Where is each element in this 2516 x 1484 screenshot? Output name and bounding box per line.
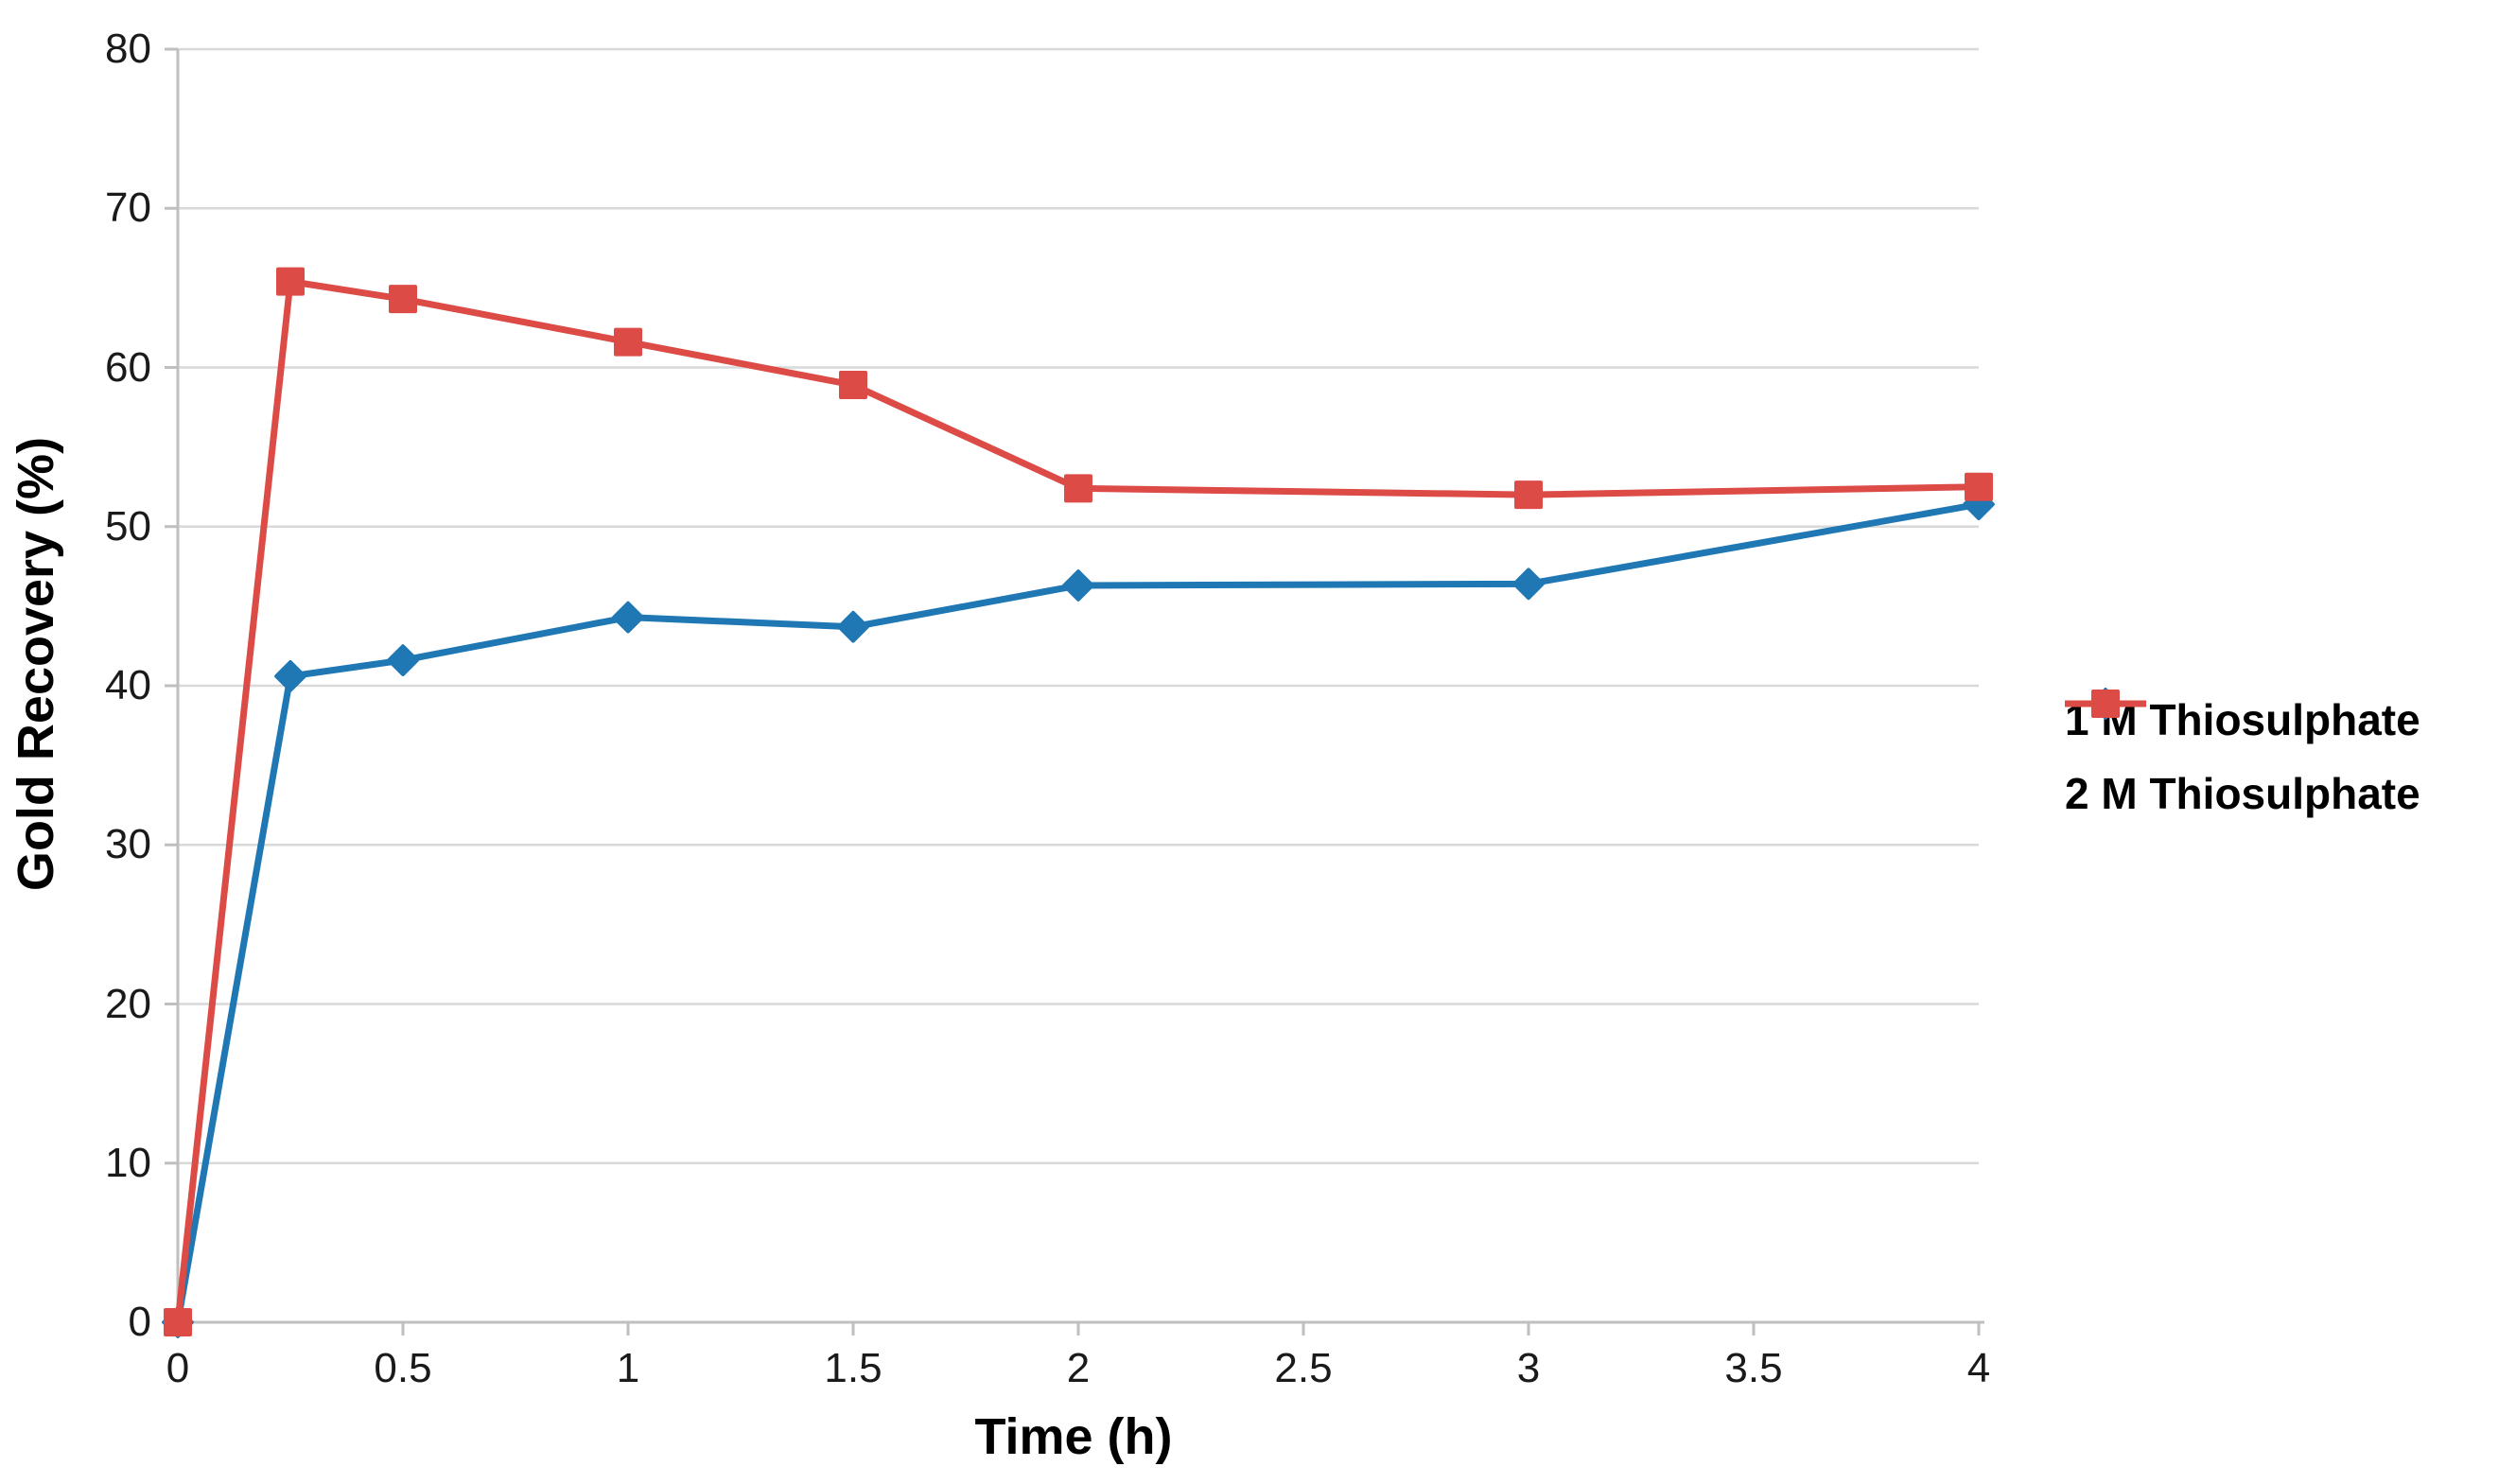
y-tick-label: 20 (105, 980, 151, 1027)
square-marker-icon (1064, 474, 1092, 503)
square-marker-icon (839, 371, 867, 400)
x-tick-label: 4 (1966, 1345, 1991, 1391)
y-tick-label: 10 (105, 1139, 151, 1186)
y-tick-label: 0 (128, 1299, 151, 1345)
diamond-marker-icon (1062, 569, 1094, 602)
x-tick-label: 3.5 (1724, 1345, 1783, 1391)
y-tick-label: 40 (105, 662, 151, 708)
x-tick-label: 2 (1066, 1345, 1091, 1391)
diamond-marker-icon (387, 644, 419, 676)
diamond-marker-icon (1512, 567, 1545, 601)
legend: 1 M Thiosulphate 2 M Thiosulphate (2065, 683, 2420, 830)
square-marker-icon (389, 285, 417, 314)
x-tick-label: 1 (616, 1345, 640, 1391)
x-tick-label: 3 (1516, 1345, 1541, 1391)
y-tick-label: 70 (105, 184, 151, 232)
series-line-2 (174, 278, 1983, 1326)
square-marker-icon (276, 267, 305, 296)
diamond-marker-icon (837, 610, 869, 643)
x-tick-label: 2.5 (1274, 1345, 1333, 1391)
y-tick-label: 50 (105, 502, 151, 550)
x-tick-label: 0.5 (374, 1345, 432, 1391)
x-axis-title: Time (h) (974, 1408, 1173, 1465)
legend-item: 2 M Thiosulphate (2065, 690, 2420, 830)
square-marker-icon (1514, 480, 1543, 510)
legend-square-marker-icon (2065, 690, 2146, 718)
y-tick-label: 60 (105, 343, 151, 391)
square-marker-icon (164, 1308, 192, 1336)
x-tick-label: 0 (166, 1345, 190, 1391)
diamond-marker-icon (612, 601, 644, 634)
square-marker-icon (1965, 472, 1993, 501)
legend-label: 2 M Thiosulphate (2065, 769, 2420, 818)
series-line-1 (174, 500, 1983, 1326)
x-tick-label: 1.5 (824, 1345, 882, 1391)
square-marker-icon (614, 327, 642, 357)
y-tick-label: 80 (105, 26, 151, 72)
y-tick-label: 30 (105, 821, 151, 868)
y-axis-title: Gold Recovery (%) (8, 436, 64, 892)
diamond-marker-icon (274, 660, 306, 692)
